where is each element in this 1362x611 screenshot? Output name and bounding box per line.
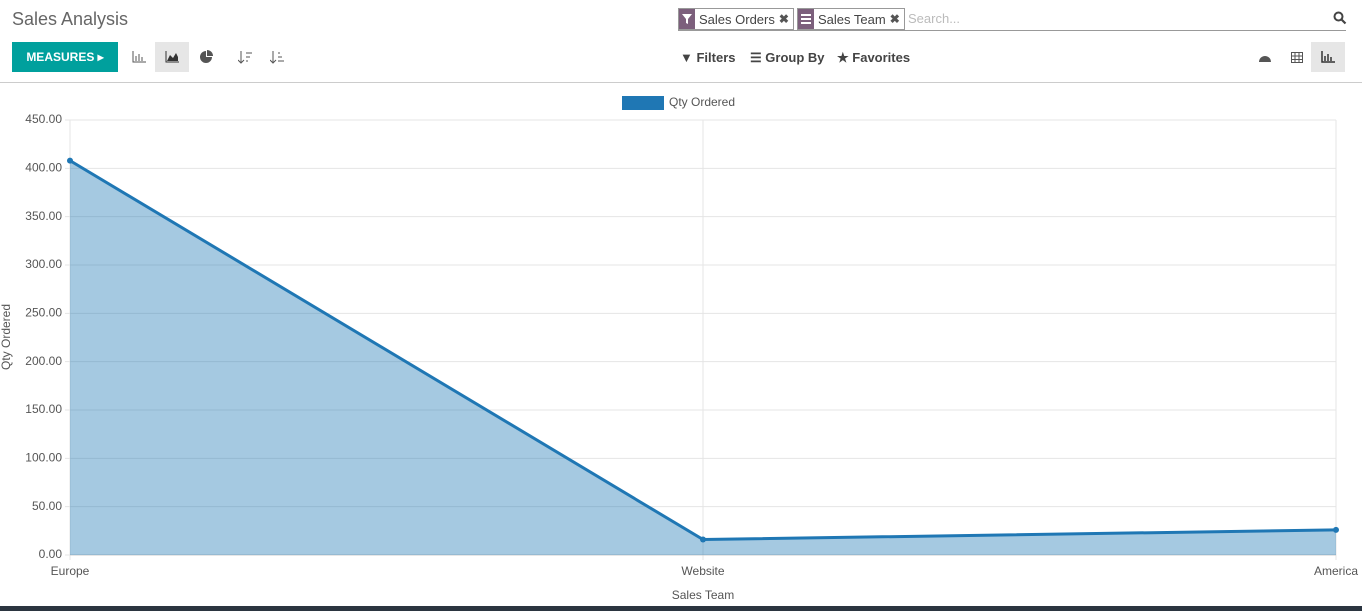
facet-label: Sales Orders xyxy=(699,11,775,27)
favorites-button[interactable]: ★ Favorites xyxy=(837,50,911,65)
facet-label: Sales Team xyxy=(818,11,886,27)
group-by-button[interactable]: ☰ Group By xyxy=(750,50,825,65)
y-tick-label: 300.00 xyxy=(25,257,62,271)
pie-chart-button[interactable] xyxy=(189,42,223,72)
area xyxy=(70,160,1336,555)
y-tick-label: 150.00 xyxy=(25,402,62,416)
measures-label: MEASURES xyxy=(26,50,95,64)
point xyxy=(1333,526,1339,533)
remove-facet[interactable]: ✖ xyxy=(778,12,789,26)
y-tick-label: 450.00 xyxy=(25,112,62,126)
measures-button[interactable]: MEASURES ▸ xyxy=(12,42,118,72)
x-tick-label: Website xyxy=(681,564,724,578)
page-title: Sales Analysis xyxy=(12,9,129,29)
y-tick-label: 100.00 xyxy=(25,451,62,465)
legend-label: Qty Ordered xyxy=(669,95,735,109)
filters-label: Filters xyxy=(696,50,736,65)
facet: Sales Team ✖ xyxy=(797,8,905,30)
sort-desc-button[interactable] xyxy=(228,42,262,72)
y-axis-title: Qty Ordered xyxy=(0,304,13,370)
pivot-view-button[interactable] xyxy=(1280,42,1314,72)
x-axis-title: Sales Team xyxy=(672,588,734,602)
y-tick-label: 50.00 xyxy=(32,499,62,513)
dashboard-view-button[interactable] xyxy=(1248,42,1282,72)
group-by-label: Group By xyxy=(765,50,825,65)
y-tick-label: 0.00 xyxy=(39,547,63,561)
x-tick-label: Europe xyxy=(51,564,90,578)
search-underline xyxy=(678,30,1346,31)
control-panel-border xyxy=(0,82,1362,83)
remove-facet[interactable]: ✖ xyxy=(889,12,900,26)
facet: Sales Orders ✖ xyxy=(678,8,794,30)
sort-asc-button[interactable] xyxy=(260,42,294,72)
bar-chart-button[interactable] xyxy=(122,42,156,72)
y-tick-label: 400.00 xyxy=(25,161,62,175)
y-tick-label: 250.00 xyxy=(25,306,62,320)
search-input[interactable]: Search... xyxy=(908,11,961,26)
point xyxy=(700,536,706,543)
point xyxy=(67,157,73,164)
bottom-bar xyxy=(0,606,1362,611)
x-tick-label: America xyxy=(1314,564,1358,578)
y-tick-label: 350.00 xyxy=(25,209,62,223)
search-icon[interactable] xyxy=(1333,11,1347,25)
line-chart-button[interactable] xyxy=(155,42,189,72)
legend-swatch xyxy=(622,96,664,110)
graph-view-button[interactable] xyxy=(1311,42,1345,72)
y-tick-label: 200.00 xyxy=(25,354,62,368)
filters-button[interactable]: ▼ Filters xyxy=(680,50,736,65)
favorites-label: Favorites xyxy=(852,50,911,65)
